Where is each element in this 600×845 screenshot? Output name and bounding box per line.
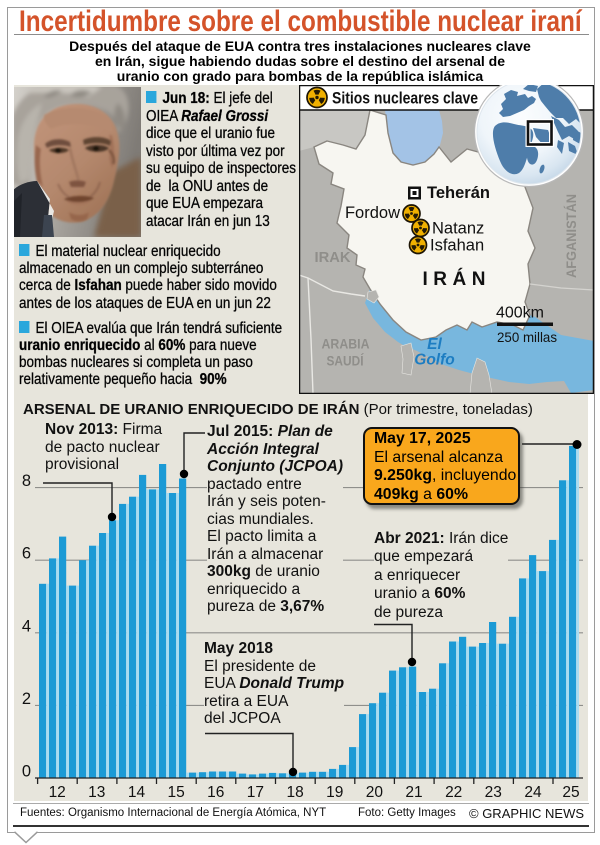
- svg-text:250 millas: 250 millas: [497, 329, 557, 345]
- svg-text:24: 24: [524, 784, 542, 801]
- svg-text:16: 16: [207, 784, 224, 801]
- svg-text:18: 18: [286, 784, 303, 801]
- svg-text:25: 25: [562, 784, 579, 801]
- svg-text:Golfo: Golfo: [414, 352, 454, 369]
- svg-text:Isfahan: Isfahan: [430, 237, 484, 255]
- svg-text:Teherán: Teherán: [427, 184, 490, 202]
- svg-text:19: 19: [326, 784, 343, 801]
- svg-text:ARABIA: ARABIA: [322, 336, 370, 352]
- svg-text:15: 15: [167, 784, 184, 801]
- svg-text:Natanz: Natanz: [432, 220, 484, 238]
- svg-text:AFGANISTÁN: AFGANISTÁN: [564, 194, 579, 278]
- svg-text:0: 0: [22, 763, 31, 781]
- svg-text:6: 6: [22, 545, 31, 563]
- svg-text:13: 13: [88, 784, 105, 801]
- svg-text:21: 21: [405, 784, 422, 801]
- svg-text:Fordow: Fordow: [345, 204, 400, 222]
- svg-text:SAUDÍ: SAUDÍ: [327, 353, 365, 369]
- svg-text:2: 2: [22, 690, 31, 708]
- svg-text:14: 14: [128, 784, 146, 801]
- svg-text:20: 20: [366, 784, 384, 801]
- svg-text:IRÁN: IRÁN: [423, 268, 491, 290]
- svg-text:El: El: [427, 336, 442, 353]
- svg-text:12: 12: [49, 784, 66, 801]
- svg-text:4: 4: [22, 617, 31, 635]
- svg-text:22: 22: [445, 784, 462, 801]
- svg-text:17: 17: [247, 784, 264, 801]
- svg-text:400km: 400km: [496, 305, 544, 322]
- svg-text:23: 23: [485, 784, 502, 801]
- svg-text:8: 8: [22, 472, 31, 490]
- svg-text:Sitios nucleares clave: Sitios nucleares clave: [332, 89, 478, 108]
- svg-text:IRAK: IRAK: [315, 249, 351, 266]
